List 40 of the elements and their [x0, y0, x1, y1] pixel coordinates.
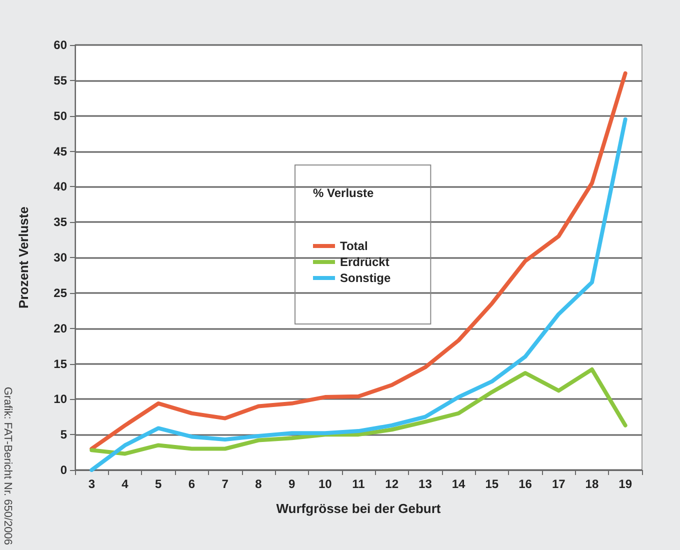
x-tick-label: 13	[418, 477, 432, 491]
x-axis-title: Wurfgrösse bei der Geburt	[276, 501, 442, 516]
y-tick-label: 50	[54, 108, 68, 123]
legend-label: Sonstige	[340, 271, 391, 285]
line-series	[90, 117, 628, 472]
y-axis-title: Prozent Verluste	[16, 206, 31, 308]
line-series	[90, 367, 628, 456]
y-tick-label: 0	[60, 463, 68, 477]
y-tick-label: 5	[60, 428, 68, 442]
x-tick-label: 12	[385, 477, 399, 491]
y-tick-label: 30	[54, 250, 68, 264]
y-tick-label: 55	[54, 73, 68, 88]
legend-label: Erdrückt	[340, 255, 390, 269]
x-tick-label: 10	[318, 477, 332, 491]
x-tick-label: 7	[222, 477, 229, 491]
y-tick-label: 35	[54, 215, 68, 230]
y-tick-label: 10	[54, 392, 68, 406]
y-tick-label: 60	[54, 38, 68, 52]
x-tick-label: 8	[255, 477, 262, 491]
x-tick-label: 17	[552, 477, 566, 491]
x-tick-label: 4	[122, 477, 129, 491]
x-tick-label: 6	[188, 477, 196, 491]
legend-title: % Verluste	[313, 186, 374, 200]
x-tick-label: 15	[485, 477, 499, 491]
x-tick-label: 18	[585, 477, 599, 491]
x-tick-label: 9	[288, 477, 296, 491]
x-tick-label: 16	[518, 477, 532, 491]
y-tick-label: 25	[54, 286, 68, 300]
x-tick-label: 19	[618, 477, 632, 491]
x-tick-label: 3	[88, 477, 96, 491]
x-tick-label: 11	[352, 477, 366, 491]
y-tick-label: 15	[54, 356, 68, 371]
x-tick-label: 5	[155, 477, 162, 491]
line-series	[90, 71, 628, 451]
text: Grafik: FAT-Bericht Nr. 650/2006	[2, 386, 14, 546]
y-tick-label: 40	[54, 180, 68, 194]
x-tick-label: 14	[452, 477, 466, 491]
legend-label: Total	[340, 239, 368, 253]
y-tick-label: 45	[54, 144, 68, 158]
y-tick-label: 20	[54, 321, 68, 336]
